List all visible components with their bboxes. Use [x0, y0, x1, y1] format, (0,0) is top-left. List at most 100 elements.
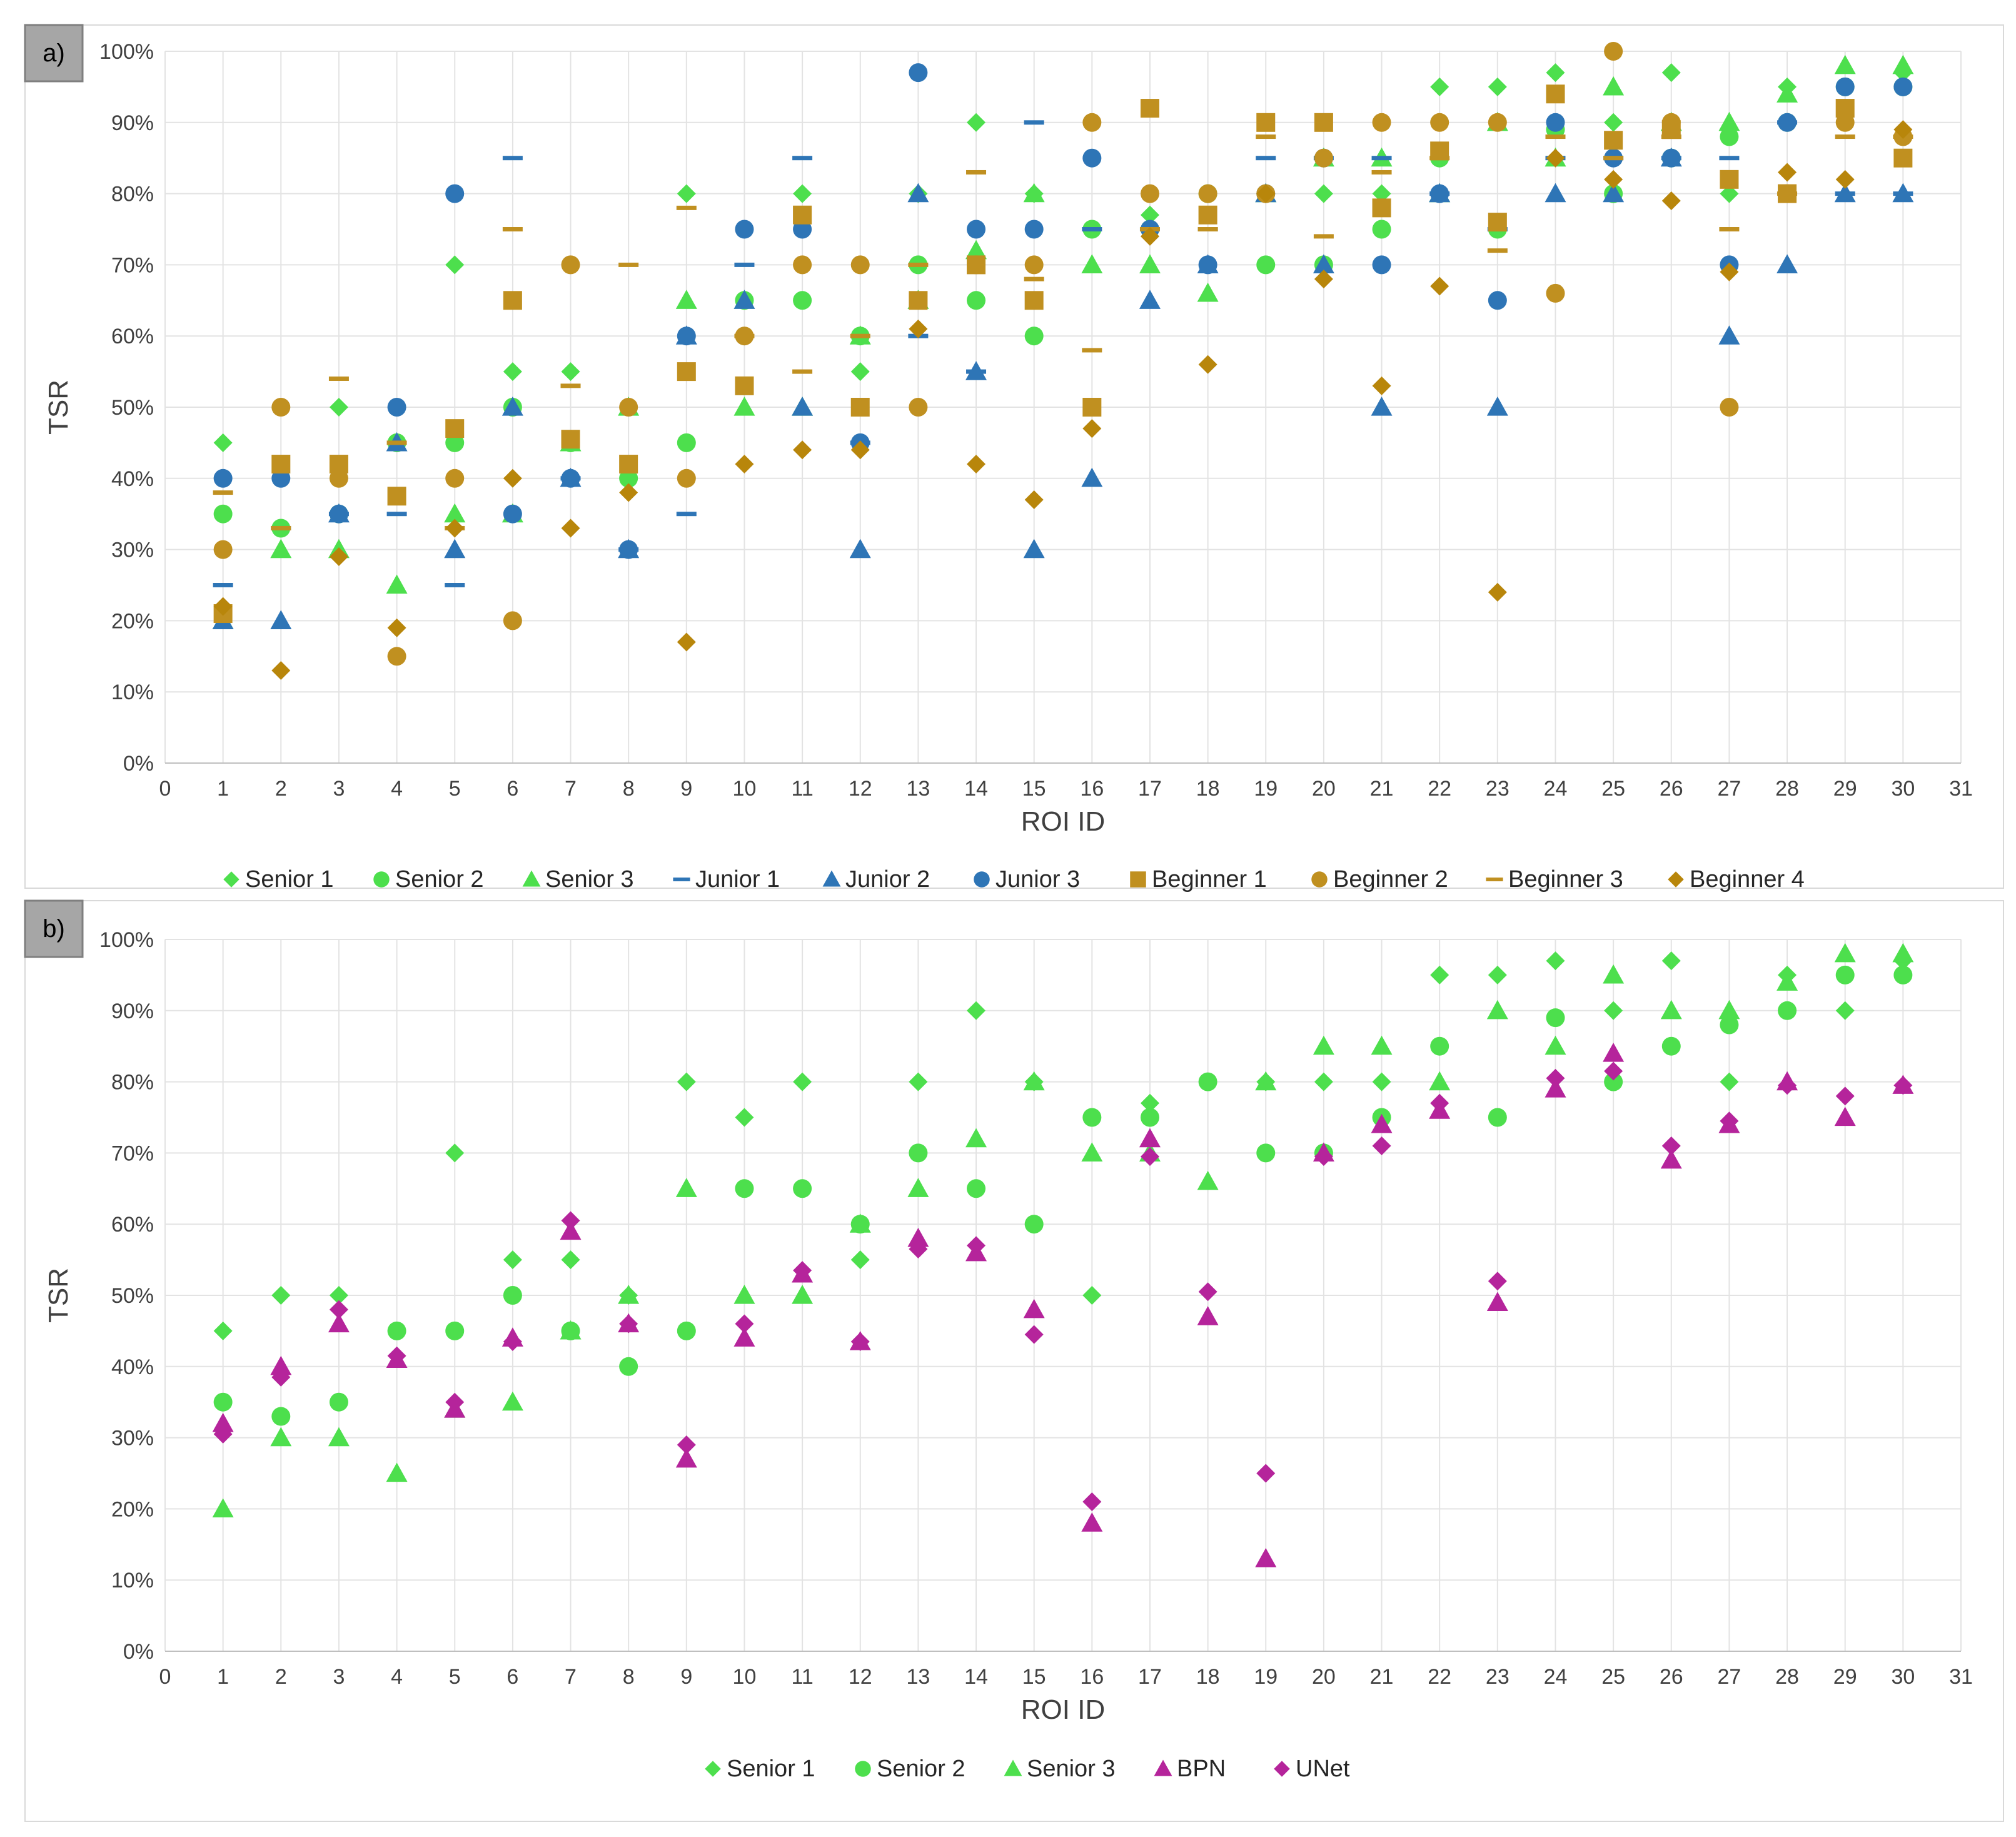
data-point: [733, 397, 755, 416]
x-tick-label: 2: [275, 1665, 287, 1689]
data-point: [967, 1179, 986, 1198]
data-point: [733, 1285, 755, 1304]
data-point: [1024, 291, 1044, 310]
legend-label: Junior 1: [695, 866, 780, 893]
data-point: [1720, 1111, 1739, 1131]
data-point: [1546, 283, 1565, 303]
data-point: [213, 433, 233, 452]
data-point: [1604, 1061, 1623, 1081]
data-point: [1488, 1108, 1507, 1127]
data-point: [735, 1179, 754, 1198]
data-point: [213, 468, 233, 488]
data-point: [1835, 170, 1855, 189]
data-point: [329, 1392, 348, 1412]
data-point: [793, 205, 812, 225]
x-tick-label: 20: [1312, 1665, 1336, 1689]
panel-b: b)0 1 2 3 4 5 6 7 8 9 10 11 12 13 14 15 16 17 18 19 20 21 22 23…: [24, 899, 2004, 1822]
data-point: [1314, 148, 1333, 168]
data-point: [1834, 943, 1856, 963]
data-point: [1835, 1086, 1855, 1106]
data-point: [675, 1448, 697, 1468]
data-point: [271, 468, 291, 488]
data-point: [850, 398, 870, 417]
x-tick-label: 12: [849, 777, 872, 801]
data-point: [445, 1143, 465, 1163]
data-point: [445, 519, 465, 538]
data-point: [560, 1320, 582, 1340]
panel-label-box: [24, 24, 84, 83]
data-point: [1198, 255, 1217, 275]
panel-label: a): [43, 39, 65, 67]
data-point: [1720, 184, 1739, 203]
data-point: [1661, 1036, 1681, 1056]
data-point: [1140, 1108, 1159, 1127]
data-point: [849, 539, 871, 559]
data-point: [270, 1355, 292, 1375]
data-point: [967, 455, 986, 474]
x-tick-label: 25: [1601, 777, 1625, 801]
data-point: [1372, 1072, 1391, 1091]
data-point: [503, 291, 522, 310]
data-point: [1430, 1093, 1449, 1113]
data-point: [1778, 113, 1797, 132]
data-point: [1082, 348, 1102, 353]
legend-label: Senior 2: [877, 1756, 965, 1782]
data-point: [1140, 1093, 1159, 1113]
data-point: [1372, 113, 1391, 132]
data-point: [909, 291, 928, 310]
data-point: [1023, 1298, 1045, 1318]
legend-label: Senior 3: [545, 866, 634, 893]
x-tick-label: 7: [565, 777, 577, 801]
y-tick-label: 60%: [111, 325, 154, 348]
x-tick-label: 23: [1486, 1665, 1509, 1689]
x-tick-label: 4: [391, 777, 403, 801]
data-point: [445, 433, 465, 452]
data-point: [1719, 156, 1740, 161]
data-point: [967, 291, 986, 310]
legend-marker: [705, 1761, 721, 1777]
x-tick-label: 1: [217, 1665, 229, 1689]
data-point: [560, 1220, 582, 1240]
data-point: [1835, 1001, 1855, 1020]
x-tick-label: 30: [1891, 1665, 1915, 1689]
y-axis-title: TSR: [43, 380, 74, 435]
data-point: [1313, 234, 1334, 239]
data-point: [677, 433, 696, 452]
data-point: [909, 1143, 928, 1163]
data-point: [1546, 63, 1565, 83]
x-tick-label: 12: [849, 1665, 872, 1689]
data-point: [734, 333, 755, 338]
data-point: [271, 398, 291, 417]
data-point: [619, 540, 638, 559]
data-point: [1081, 1512, 1103, 1532]
data-point: [909, 398, 928, 417]
legend-marker: [1130, 871, 1146, 888]
data-point: [328, 1427, 350, 1447]
data-point: [1024, 220, 1044, 239]
data-point: [1198, 355, 1217, 374]
data-point: [1718, 999, 1740, 1020]
data-point: [619, 455, 638, 474]
data-point: [271, 1367, 291, 1387]
x-tick-label: 28: [1775, 1665, 1799, 1689]
data-point: [271, 455, 291, 474]
data-point: [1430, 184, 1449, 203]
data-point: [213, 1321, 233, 1340]
data-point: [445, 1392, 465, 1412]
data-point: [967, 1001, 986, 1020]
y-tick-label: 60%: [111, 1213, 154, 1237]
legend-label: Beginner 3: [1508, 866, 1623, 893]
data-point: [445, 255, 465, 275]
data-point: [1487, 248, 1508, 253]
data-point: [1834, 183, 1856, 203]
data-point: [1255, 1548, 1277, 1567]
data-point: [1082, 1108, 1102, 1127]
data-point: [1835, 113, 1855, 132]
data-point: [1197, 1306, 1219, 1325]
x-tick-label: 9: [680, 777, 692, 801]
data-point: [793, 255, 812, 275]
data-point: [1488, 291, 1507, 310]
data-point: [503, 504, 522, 524]
data-point: [1140, 226, 1159, 246]
